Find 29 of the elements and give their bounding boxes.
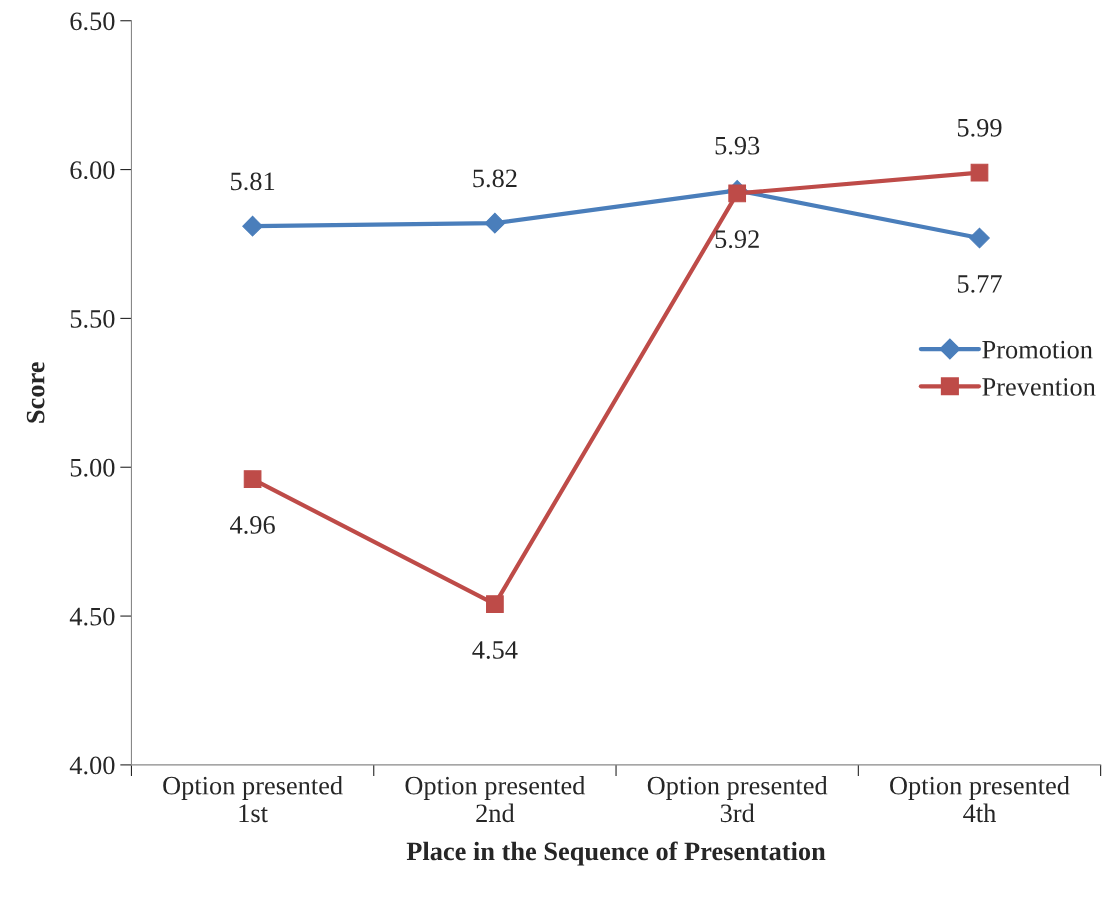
x-axis-title: Place in the Sequence of Presentation [406,841,826,866]
data-label: 5.92 [715,230,759,249]
y-tick-label: 4.50 [69,607,115,626]
data-label: 5.82 [473,169,517,188]
legend-label: Prevention [982,378,1096,396]
point [728,184,747,203]
x-tick-label: Option presented 4th [890,776,1070,823]
y-tick-label: 5.00 [70,458,115,477]
data-label: 5.93 [715,136,760,155]
y-tick-label: 6.00 [70,161,115,180]
data-label: 5.77 [957,275,1002,293]
point [243,470,262,488]
y-tick-label: 4.00 [69,756,115,775]
y-tick-label: 6.50 [70,12,115,31]
data-label: 4.96 [230,516,275,534]
data-label: 4.54 [472,641,518,659]
point [969,227,990,249]
x-tick-label: Option presented 2nd [405,776,586,823]
data-label: 5.81 [231,172,275,191]
point [242,215,263,237]
point [970,163,989,182]
y-axis-title: Score [26,362,45,423]
point [486,595,504,614]
point [484,212,506,234]
legend-label: Promotion [982,340,1093,359]
x-tick-label: Option presented 1st [163,776,343,823]
y-tick-label: 5.50 [70,310,115,328]
data-label: 5.99 [957,118,1002,137]
x-tick-label: Option presented 3rd [647,776,828,823]
